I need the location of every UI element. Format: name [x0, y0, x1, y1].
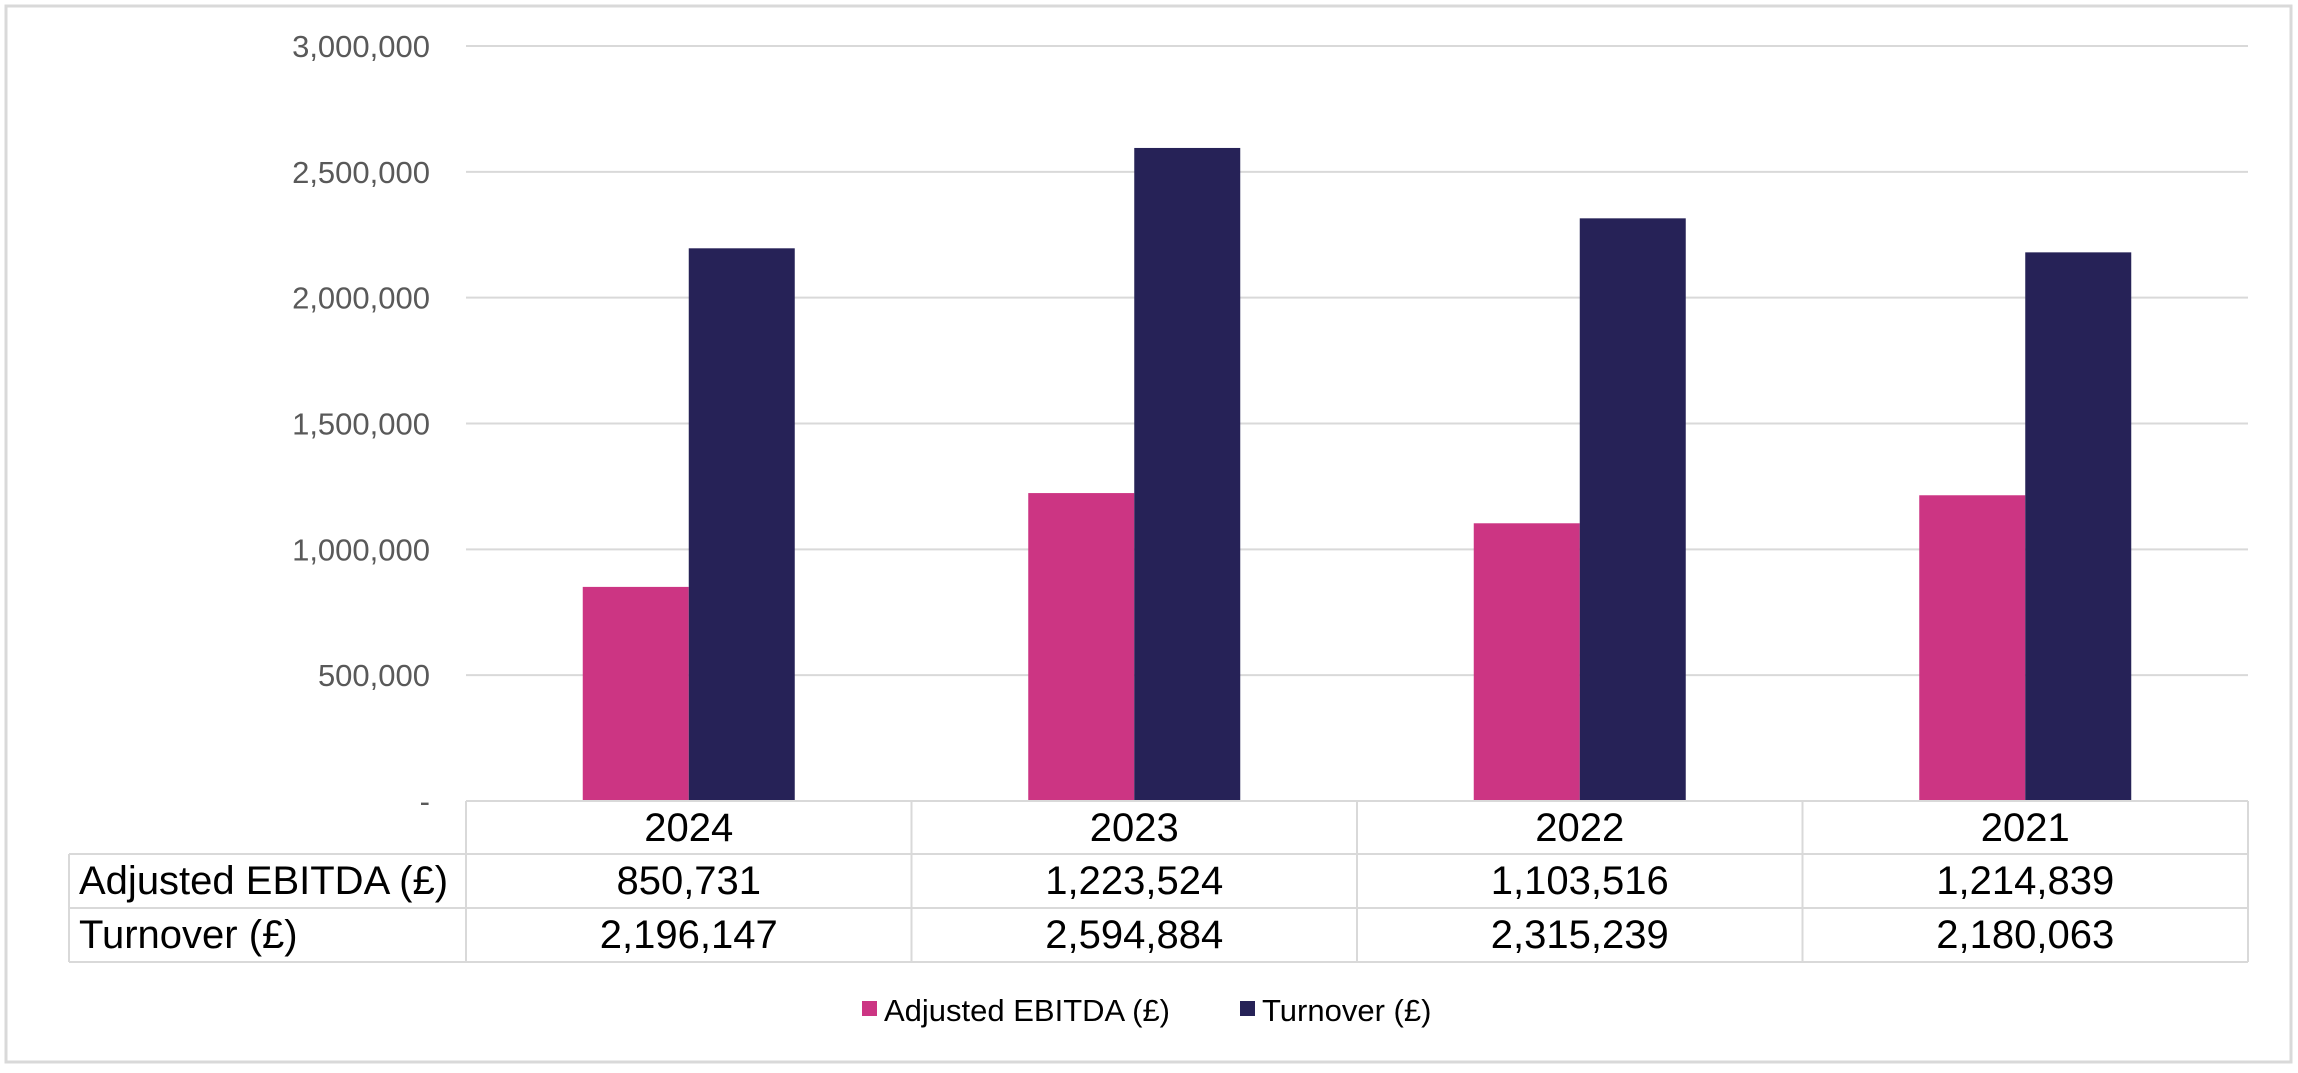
bar-adjusted-ebitda-2024 — [582, 586, 689, 801]
table-cell: 2,594,884 — [1045, 913, 1223, 957]
x-category-label: 2021 — [1981, 806, 2070, 850]
bar-turnover-2021 — [2025, 252, 2132, 801]
legend-label: Adjusted EBITDA (£) — [884, 993, 1170, 1028]
table-cell: 2,196,147 — [600, 913, 778, 957]
table-cell: 850,731 — [616, 859, 761, 903]
bar-turnover-2023 — [1134, 147, 1241, 801]
table-row-label: Turnover (£) — [79, 913, 298, 957]
y-tick-label: 3,000,000 — [292, 29, 430, 64]
bar-adjusted-ebitda-2022 — [1473, 523, 1580, 801]
y-tick-label: 500,000 — [318, 658, 430, 693]
y-tick-label: 1,000,000 — [292, 532, 430, 567]
table-row-label: Adjusted EBITDA (£) — [79, 859, 448, 903]
x-category-label: 2023 — [1090, 806, 1179, 850]
table-cell: 2,180,063 — [1936, 913, 2114, 957]
x-category-label: 2022 — [1535, 806, 1624, 850]
legend-label: Turnover (£) — [1262, 993, 1431, 1028]
y-tick-label: 2,000,000 — [292, 281, 430, 316]
y-tick-label: 2,500,000 — [292, 155, 430, 190]
table-cell: 1,223,524 — [1045, 859, 1223, 903]
legend-swatch — [862, 1001, 877, 1016]
table-cell: 2,315,239 — [1491, 913, 1669, 957]
table-cell: 1,214,839 — [1936, 859, 2114, 903]
bar-adjusted-ebitda-2023 — [1028, 493, 1135, 801]
bar-turnover-2022 — [1579, 218, 1686, 801]
bar-turnover-2024 — [688, 248, 795, 802]
y-tick-label: - — [420, 784, 430, 819]
legend-swatch — [1240, 1001, 1255, 1016]
table-cell: 1,103,516 — [1491, 859, 1669, 903]
bar-adjusted-ebitda-2021 — [1919, 495, 2026, 801]
y-tick-label: 1,500,000 — [292, 407, 430, 442]
x-category-label: 2024 — [644, 806, 733, 850]
